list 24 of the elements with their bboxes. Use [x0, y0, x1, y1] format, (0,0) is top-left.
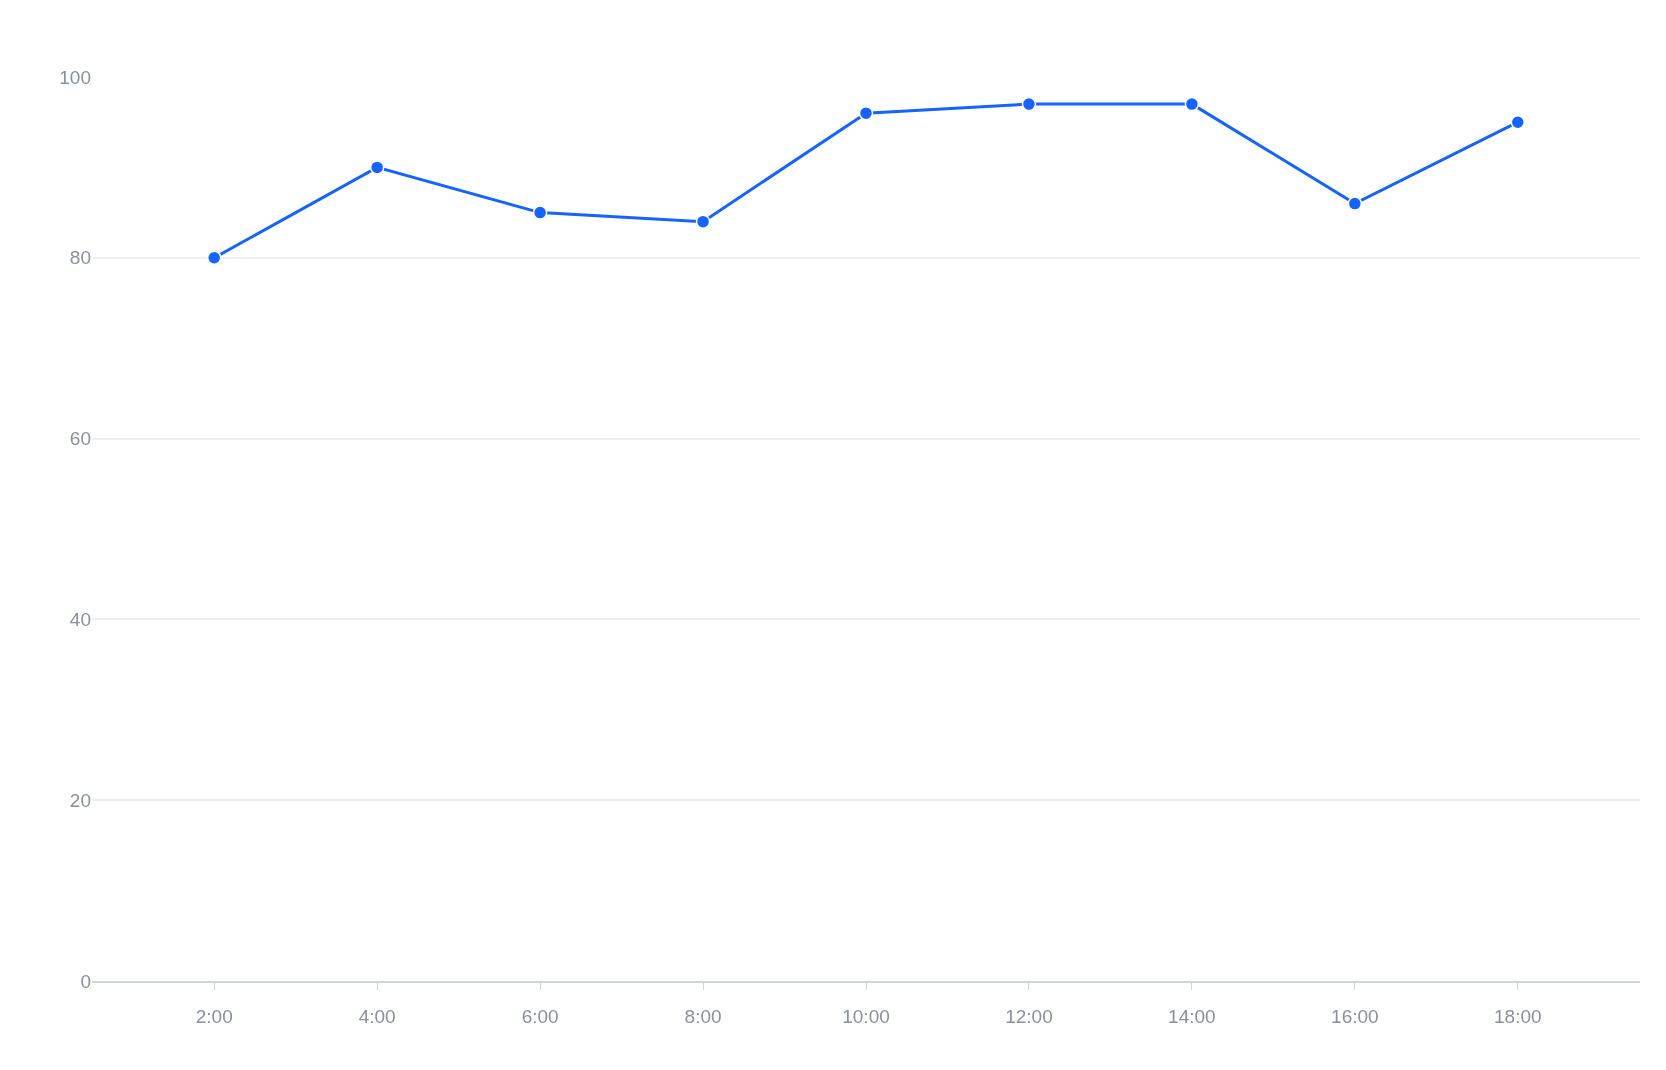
- y-tick-label: 80: [69, 247, 91, 269]
- x-tick-label: 18:00: [1494, 1005, 1542, 1027]
- x-tick-label: 4:00: [358, 1005, 396, 1027]
- y-tick-label: 20: [69, 789, 91, 811]
- x-tick-label: 2:00: [195, 1005, 233, 1027]
- point: [858, 105, 874, 121]
- x-tick-label: 16:00: [1331, 1005, 1379, 1027]
- x-tick-label: 12:00: [1005, 1005, 1053, 1027]
- point: [369, 160, 385, 175]
- x-tick-label: 10:00: [842, 1005, 890, 1027]
- point: [1184, 96, 1200, 112]
- point: [695, 214, 711, 229]
- x-tick-label: 6:00: [521, 1005, 559, 1027]
- y-tick-label: 0: [80, 970, 91, 992]
- y-tick-label: 60: [69, 428, 91, 450]
- x-tick-label: 8:00: [684, 1005, 722, 1027]
- point: [206, 250, 222, 266]
- y-tick-label: 100: [59, 66, 91, 88]
- point: [532, 205, 548, 220]
- point: [1347, 196, 1363, 211]
- x-tick-label: 14:00: [1168, 1005, 1216, 1027]
- point: [1021, 96, 1037, 112]
- point: [1510, 114, 1526, 130]
- y-tick-label: 40: [69, 609, 91, 631]
